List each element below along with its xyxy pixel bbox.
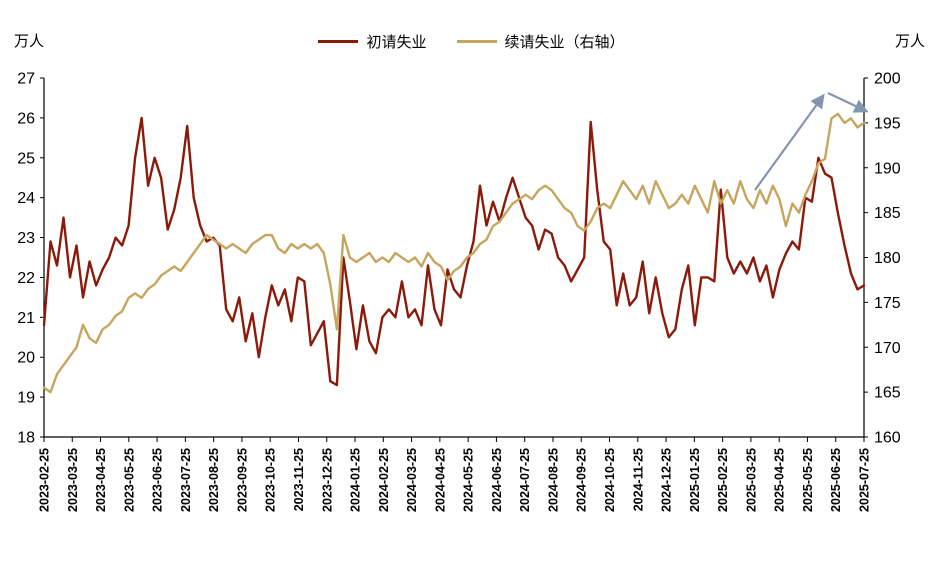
svg-text:23: 23 bbox=[17, 230, 35, 247]
left-axis-unit-label: 万人 bbox=[14, 33, 45, 50]
svg-text:2024-06-25: 2024-06-25 bbox=[490, 448, 504, 512]
svg-text:2024-08-25: 2024-08-25 bbox=[546, 448, 560, 512]
svg-text:2024-02-25: 2024-02-25 bbox=[377, 448, 391, 512]
svg-text:2023-07-25: 2023-07-25 bbox=[179, 448, 193, 512]
svg-text:2023-02-25: 2023-02-25 bbox=[38, 448, 52, 512]
legend-item-initial-claims: 初请失业 bbox=[318, 31, 427, 52]
svg-text:2025-07-25: 2025-07-25 bbox=[858, 448, 872, 512]
svg-text:2024-10-25: 2024-10-25 bbox=[603, 448, 617, 512]
svg-text:2023-11-25: 2023-11-25 bbox=[292, 448, 306, 511]
svg-text:24: 24 bbox=[17, 190, 35, 207]
svg-text:2025-05-25: 2025-05-25 bbox=[801, 448, 815, 512]
svg-text:18: 18 bbox=[17, 430, 35, 447]
svg-text:165: 165 bbox=[874, 385, 901, 402]
svg-text:2023-12-25: 2023-12-25 bbox=[320, 448, 334, 512]
svg-text:2023-03-25: 2023-03-25 bbox=[66, 448, 80, 512]
svg-text:21: 21 bbox=[17, 310, 35, 327]
legend: 初请失业 续请失业（右轴） bbox=[0, 30, 943, 52]
svg-text:20: 20 bbox=[17, 350, 35, 367]
svg-text:22: 22 bbox=[17, 270, 35, 287]
svg-text:2025-04-25: 2025-04-25 bbox=[773, 448, 787, 512]
svg-text:180: 180 bbox=[874, 250, 901, 267]
svg-text:2023-10-25: 2023-10-25 bbox=[264, 448, 278, 512]
legend-label-continued-claims: 续请失业（右轴） bbox=[504, 33, 625, 51]
svg-text:2023-09-25: 2023-09-25 bbox=[235, 448, 249, 512]
svg-text:185: 185 bbox=[874, 205, 901, 222]
legend-swatch-continued-claims bbox=[456, 39, 497, 43]
svg-text:175: 175 bbox=[874, 295, 901, 312]
svg-text:2024-05-25: 2024-05-25 bbox=[462, 448, 476, 512]
svg-text:2023-06-25: 2023-06-25 bbox=[151, 448, 165, 512]
legend-item-continued-claims: 续请失业（右轴） bbox=[456, 31, 625, 52]
svg-text:170: 170 bbox=[874, 340, 901, 357]
svg-text:2024-03-25: 2024-03-25 bbox=[405, 448, 419, 512]
svg-text:2025-03-25: 2025-03-25 bbox=[744, 448, 758, 512]
right-axis-unit-label: 万人 bbox=[894, 33, 925, 50]
svg-text:190: 190 bbox=[874, 160, 901, 177]
svg-text:2025-02-25: 2025-02-25 bbox=[716, 448, 730, 512]
svg-text:27: 27 bbox=[17, 71, 35, 88]
legend-swatch-initial-claims bbox=[318, 39, 359, 43]
svg-text:160: 160 bbox=[874, 430, 901, 447]
svg-text:19: 19 bbox=[17, 390, 35, 407]
svg-text:26: 26 bbox=[17, 110, 35, 127]
svg-text:2023-04-25: 2023-04-25 bbox=[94, 448, 108, 512]
svg-text:2025-06-25: 2025-06-25 bbox=[829, 448, 843, 512]
svg-text:195: 195 bbox=[874, 115, 901, 132]
svg-text:2024-04-25: 2024-04-25 bbox=[433, 448, 447, 512]
svg-text:200: 200 bbox=[874, 71, 901, 88]
svg-text:2024-09-25: 2024-09-25 bbox=[575, 448, 589, 512]
legend-label-initial-claims: 初请失业 bbox=[366, 33, 427, 51]
svg-text:2023-08-25: 2023-08-25 bbox=[207, 448, 221, 512]
svg-text:2023-05-25: 2023-05-25 bbox=[122, 448, 136, 512]
svg-text:2024-12-25: 2024-12-25 bbox=[660, 448, 674, 512]
svg-text:2024-07-25: 2024-07-25 bbox=[518, 448, 532, 512]
svg-text:2025-01-25: 2025-01-25 bbox=[688, 448, 702, 512]
svg-text:25: 25 bbox=[17, 150, 35, 167]
svg-text:2024-11-25: 2024-11-25 bbox=[631, 448, 645, 511]
svg-text:2024-01-25: 2024-01-25 bbox=[349, 448, 363, 512]
